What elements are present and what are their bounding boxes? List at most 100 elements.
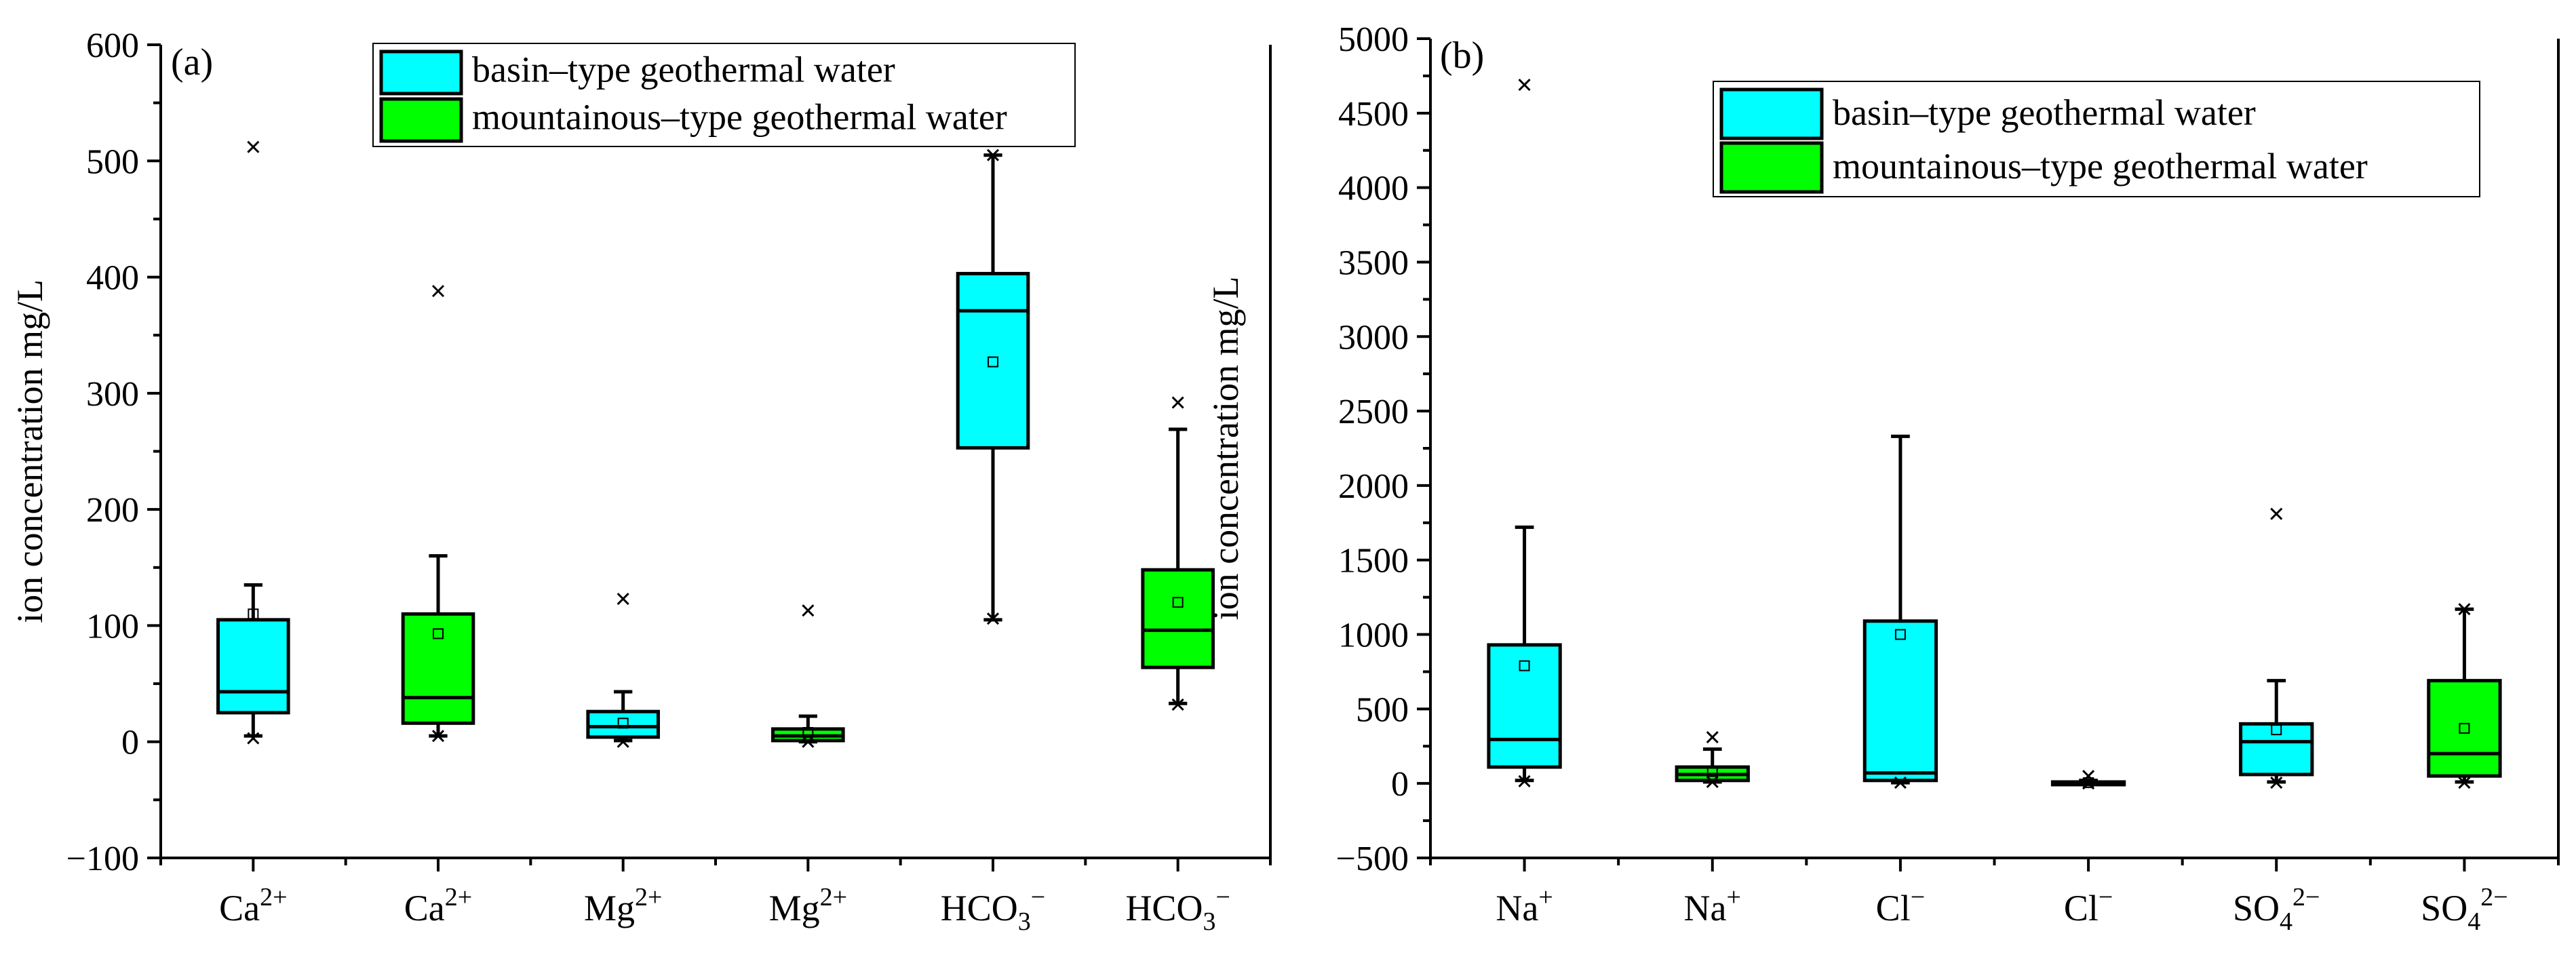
x-category-label: HCO3− — [941, 883, 1045, 936]
y-axis-title: ion concentration mg/L — [9, 279, 50, 623]
legend-swatch-mountainous — [379, 97, 463, 143]
x-category-label: SO42− — [2421, 883, 2507, 936]
mean-marker — [1519, 660, 1530, 671]
outlier-marker — [1894, 777, 1907, 789]
x-category-label: Mg2+ — [584, 883, 662, 928]
box-body — [1487, 643, 1562, 769]
mean-marker — [1894, 629, 1906, 640]
box-mg-basin — [586, 592, 660, 748]
outlier-stroke — [1171, 396, 1184, 409]
box-cl-mountainous — [2050, 770, 2126, 790]
outlier-marker — [247, 732, 260, 745]
y-tick-label: 2500 — [1338, 393, 1409, 431]
outlier-stroke — [1706, 775, 1719, 789]
mean-marker — [1172, 597, 1184, 608]
box-body — [216, 618, 290, 715]
mean-marker — [2083, 777, 2094, 789]
panel-label: (b) — [1440, 35, 1484, 77]
box-hco-basin — [956, 149, 1030, 625]
outlier-stroke — [431, 730, 445, 743]
box-mg-mountainous — [771, 604, 845, 748]
outlier-marker — [802, 604, 815, 617]
y-tick-label: 600 — [86, 26, 139, 65]
outlier-marker — [2458, 777, 2471, 789]
y-tick-label: 1500 — [1338, 542, 1409, 581]
outlier-stroke — [617, 735, 629, 748]
outlier-marker — [247, 140, 260, 153]
y-tick-label: −500 — [1336, 840, 1409, 878]
outlier-marker — [2458, 603, 2471, 616]
outlier-stroke — [247, 732, 260, 745]
x-category-label: HCO3− — [1125, 883, 1230, 936]
outlier-stroke — [2082, 777, 2095, 790]
box-body — [1862, 619, 1938, 783]
legend-swatch-basin — [1719, 87, 1824, 140]
outlier-stroke — [1518, 774, 1531, 787]
outlier-stroke — [1171, 698, 1184, 711]
outlier-marker — [431, 730, 445, 743]
outlier-marker — [431, 285, 445, 298]
outlier-stroke — [1518, 79, 1531, 92]
box-body — [586, 709, 660, 739]
legend-frame — [372, 43, 1076, 147]
panel-a: 600 500 400 300 200 100 0 −100 ion concentration… — [9, 26, 1272, 936]
y-tick-label: 500 — [86, 142, 139, 181]
outlier-marker — [2082, 777, 2095, 790]
outlier-marker — [986, 612, 1000, 625]
legend: basin–type geothermal water mountainous–t… — [372, 43, 1076, 147]
y-tick-label: 1000 — [1338, 616, 1409, 655]
outlier-marker — [802, 735, 815, 748]
legend-swatch-basin — [379, 50, 463, 96]
box-so-basin — [2239, 507, 2314, 789]
mean-marker — [2459, 722, 2470, 734]
y-tick-label: 5000 — [1338, 20, 1409, 59]
y-tick-label: 4000 — [1338, 170, 1409, 208]
outlier-stroke — [247, 140, 260, 153]
y-tick-label: −100 — [66, 840, 139, 878]
outlier-marker — [1706, 731, 1719, 744]
outlier-marker — [2270, 507, 2283, 520]
box-body — [956, 271, 1030, 450]
outlier-marker — [2270, 777, 2283, 789]
box-cl-basin — [1862, 434, 1938, 789]
outlier-stroke — [802, 604, 815, 617]
y-tick-label: 300 — [86, 375, 139, 414]
mean-marker — [2271, 724, 2282, 736]
x-category-label: Ca2+ — [219, 883, 287, 928]
outlier-stroke — [617, 592, 629, 606]
y-tick-label: 3500 — [1338, 243, 1409, 282]
outlier-stroke — [1706, 731, 1719, 744]
outlier-stroke — [431, 285, 445, 298]
legend-label-basin: basin–type geothermal water — [1833, 92, 2256, 133]
outlier-stroke — [986, 149, 1000, 161]
y-tick-label: 100 — [86, 607, 139, 646]
x-category-label: SO42− — [2233, 883, 2320, 936]
panel-label: (a) — [171, 41, 213, 83]
outlier-marker — [1518, 79, 1531, 92]
panel-b: 5000450040003500300025002000150010005000… — [1205, 20, 2560, 936]
mean-marker — [1706, 766, 1718, 777]
legend-label-mountainous: mountainous–type geothermal water — [1833, 146, 2368, 187]
mean-marker — [433, 628, 444, 640]
box-body — [401, 612, 475, 725]
legend-label-mountainous: mountainous–type geothermal water — [472, 97, 1007, 138]
box-ca-mountainous — [401, 285, 475, 743]
y-tick-label: 4500 — [1338, 95, 1409, 134]
outlier-marker — [1518, 774, 1531, 787]
mean-marker — [988, 356, 998, 368]
y-tick-label: 0 — [121, 724, 139, 762]
outlier-marker — [986, 149, 1000, 161]
outlier-stroke — [802, 735, 815, 748]
y-axis-title: ion concentration mg/L — [1205, 277, 1246, 621]
outlier-stroke — [986, 612, 1000, 625]
box-na-basin — [1487, 79, 1562, 787]
outlier-stroke — [2270, 507, 2283, 520]
mean-marker — [617, 718, 629, 729]
x-category-label: Ca2+ — [404, 883, 472, 928]
y-tick-label: 2000 — [1338, 467, 1409, 506]
box-body — [2427, 679, 2502, 778]
outlier-stroke — [1894, 777, 1907, 789]
box-ca-basin — [216, 140, 290, 745]
